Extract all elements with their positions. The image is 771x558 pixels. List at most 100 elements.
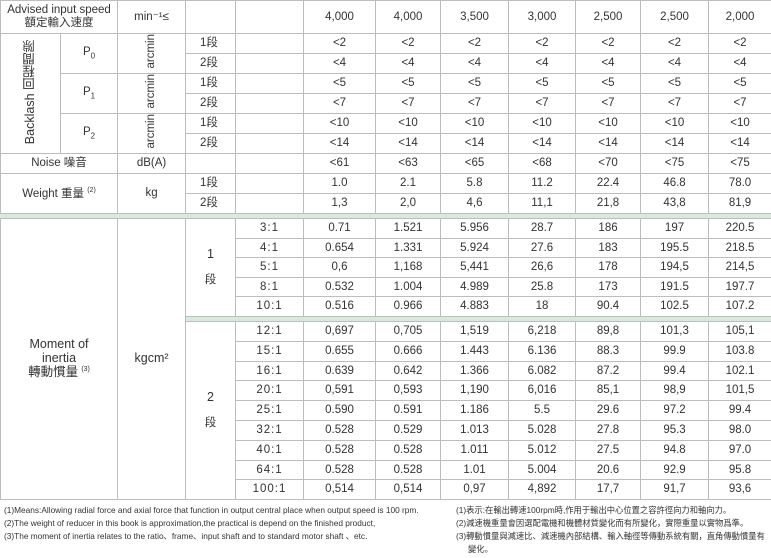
value-cell: 20.6 (575, 459, 642, 481)
unit-text: arcmin (145, 74, 158, 109)
noise-unit: dB(A) (117, 153, 187, 174)
value-cell: <7 (375, 93, 442, 114)
value-cell: 0,97 (440, 479, 510, 501)
value-cell: 2,500 (640, 0, 710, 34)
value-cell: <7 (303, 93, 377, 114)
value-cell: <4 (375, 53, 442, 74)
value-cell: 18 (508, 296, 577, 317)
value-cell: <61 (303, 153, 377, 174)
value-cell: <14 (440, 133, 510, 154)
value-cell: <75 (640, 153, 710, 174)
value-cell: 1.011 (440, 439, 510, 461)
value-cell: 0.639 (303, 360, 377, 382)
value-cell: 0.655 (303, 340, 377, 362)
value-cell: 4,6 (440, 193, 510, 214)
stage-label: 2段 (185, 133, 237, 154)
backlash-label: Backlash 回程間隙 (0, 33, 61, 154)
noise-label: Noise 噪音 (0, 153, 119, 174)
value-cell: 5.956 (440, 218, 510, 239)
value-cell: 0.528 (303, 419, 377, 441)
value-cell: 78.0 (708, 173, 771, 194)
value-cell: 11.2 (508, 173, 577, 194)
empty-cell (185, 153, 237, 174)
value-cell: 5.004 (508, 459, 577, 481)
value-cell: 87.2 (575, 360, 642, 382)
value-cell: 2.1 (375, 173, 442, 194)
value-cell: <2 (303, 33, 377, 54)
value-cell: 0.528 (375, 459, 442, 481)
value-cell: 1,168 (375, 257, 442, 278)
value-cell: <68 (508, 153, 577, 174)
value-cell: 5.028 (508, 419, 577, 441)
empty-cell (235, 133, 305, 154)
backlash-unit: arcmin (117, 73, 187, 114)
ratio-cell: 40:1 (235, 439, 305, 461)
value-cell: 4,000 (303, 0, 377, 34)
value-cell: <4 (303, 53, 377, 74)
value-cell: <2 (708, 33, 771, 54)
empty-cell (235, 53, 305, 74)
value-cell: 17,7 (575, 479, 642, 501)
value-cell: 0.966 (375, 296, 442, 317)
value-cell: <14 (575, 133, 642, 154)
empty-cell (235, 193, 305, 214)
value-cell: 93,6 (708, 479, 771, 501)
stage-label: 1段 (185, 173, 237, 194)
value-cell: 6,016 (508, 380, 577, 402)
speed-label-en: Advised input speed (7, 4, 111, 17)
footnote-zh-3: (3)轉動慣量與減速比、減速機內部結構、輸入軸徑等傳動系統有關，直角傳動慣量有變… (456, 531, 765, 554)
backlash-class: P0 (59, 33, 119, 74)
backlash-row: Backlash 回程間隙 P0 arcmin 1段 <2 <2 <2 <2 <2 <2 <2 (0, 33, 771, 154)
value-cell: 0,593 (375, 380, 442, 402)
value-cell: 88.3 (575, 340, 642, 362)
value-cell: 0.71 (303, 218, 377, 239)
stage-num: 2 (207, 390, 214, 405)
value-cell: 6,218 (508, 320, 577, 342)
inertia-row: Moment of inertia 轉動慣量 (3) kgcm² 1 段 3:1 0.71 1.… (0, 217, 771, 501)
ratio-cell: 100:1 (235, 479, 305, 501)
value-cell: <5 (575, 73, 642, 94)
value-cell: 43,8 (640, 193, 710, 214)
value-cell: 99.9 (640, 340, 710, 362)
value-cell: 5.012 (508, 439, 577, 461)
weight-unit: kg (117, 173, 187, 214)
value-cell: 95.8 (708, 459, 771, 481)
empty-cell (235, 33, 305, 54)
unit-text: arcmin (145, 114, 158, 149)
value-cell: <75 (708, 153, 771, 174)
value-cell: 1.0 (303, 173, 377, 194)
value-cell: <4 (508, 53, 577, 74)
value-cell: 89,8 (575, 320, 642, 342)
value-cell: 5.8 (440, 173, 510, 194)
ratio-cell: 12:1 (235, 320, 305, 342)
ratio-cell: 25:1 (235, 400, 305, 421)
value-cell: 220.5 (708, 218, 771, 239)
value-cell: <10 (508, 113, 577, 134)
speed-label: Advised input speed 額定輸入速度 (0, 0, 119, 34)
stage-label: 2段 (185, 53, 237, 74)
value-cell: 99.4 (708, 400, 771, 421)
footnote-en-3: (3)The moment of inertia relates to the … (4, 531, 368, 541)
inertia-label-zh: 轉動慣量 (28, 364, 79, 379)
value-cell: <10 (375, 113, 442, 134)
value-cell: 91,7 (640, 479, 710, 501)
value-cell: <7 (640, 93, 710, 114)
inertia-row: 40:1 0.528 0.528 1.011 5.012 27.5 94.8 97.0 (1, 439, 771, 461)
value-cell: <5 (440, 73, 510, 94)
class-sub: 2 (90, 131, 96, 141)
value-cell: 218.5 (708, 237, 771, 259)
stage-label: 1段 (185, 33, 237, 54)
inertia-label-1: Moment of (29, 337, 89, 352)
value-cell: <10 (303, 113, 377, 134)
empty-cell (235, 113, 305, 134)
value-cell: 195.5 (640, 237, 710, 259)
value-cell: 0,705 (375, 320, 442, 342)
value-cell: 27.6 (508, 237, 577, 259)
value-cell: 6.136 (508, 340, 577, 362)
value-cell: 4,892 (508, 479, 577, 501)
value-cell: 102.5 (640, 296, 710, 317)
value-cell: 0.516 (303, 296, 377, 317)
backlash-class: P2 (59, 113, 119, 154)
stage-char: 段 (204, 417, 217, 430)
